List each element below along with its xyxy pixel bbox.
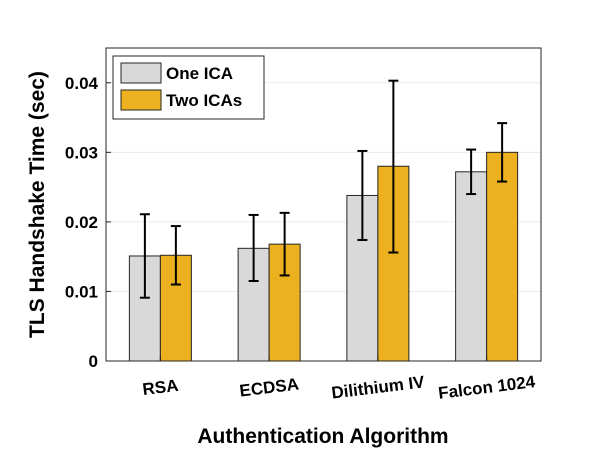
y-axis-title: TLS Handshake Time (sec) bbox=[26, 71, 49, 338]
y-ticks: 0 0.01 0.02 0.03 0.04 bbox=[65, 74, 111, 371]
legend-swatch-two-icas bbox=[120, 89, 162, 111]
bars bbox=[128, 151, 519, 362]
y-tick-label: 0.04 bbox=[65, 74, 99, 93]
legend-swatch-one-ica bbox=[120, 62, 162, 84]
bar bbox=[486, 151, 519, 362]
y-tick-label: 0 bbox=[89, 352, 98, 371]
y-tick-label: 0.03 bbox=[65, 143, 98, 162]
y-tick-label: 0.02 bbox=[65, 213, 98, 232]
bar bbox=[455, 171, 488, 362]
x-tick-label: RSA bbox=[141, 376, 179, 399]
x-tick-label: Dilithium IV bbox=[330, 372, 426, 402]
x-tick-label: ECDSA bbox=[238, 374, 299, 400]
x-tick-label: Falcon 1024 bbox=[437, 372, 536, 403]
legend-label-two-icas: Two ICAs bbox=[166, 91, 242, 110]
legend-label-one-ica: One ICA bbox=[166, 64, 233, 83]
x-axis-title: Authentication Algorithm bbox=[197, 425, 448, 448]
plot-frame bbox=[105, 47, 542, 362]
error-bars bbox=[139, 79, 508, 299]
y-tick-label: 0.01 bbox=[65, 282, 98, 301]
legend: One ICA Two ICAs bbox=[112, 55, 265, 120]
x-ticks: RSA ECDSA Dilithium IV Falcon 1024 bbox=[141, 356, 537, 403]
